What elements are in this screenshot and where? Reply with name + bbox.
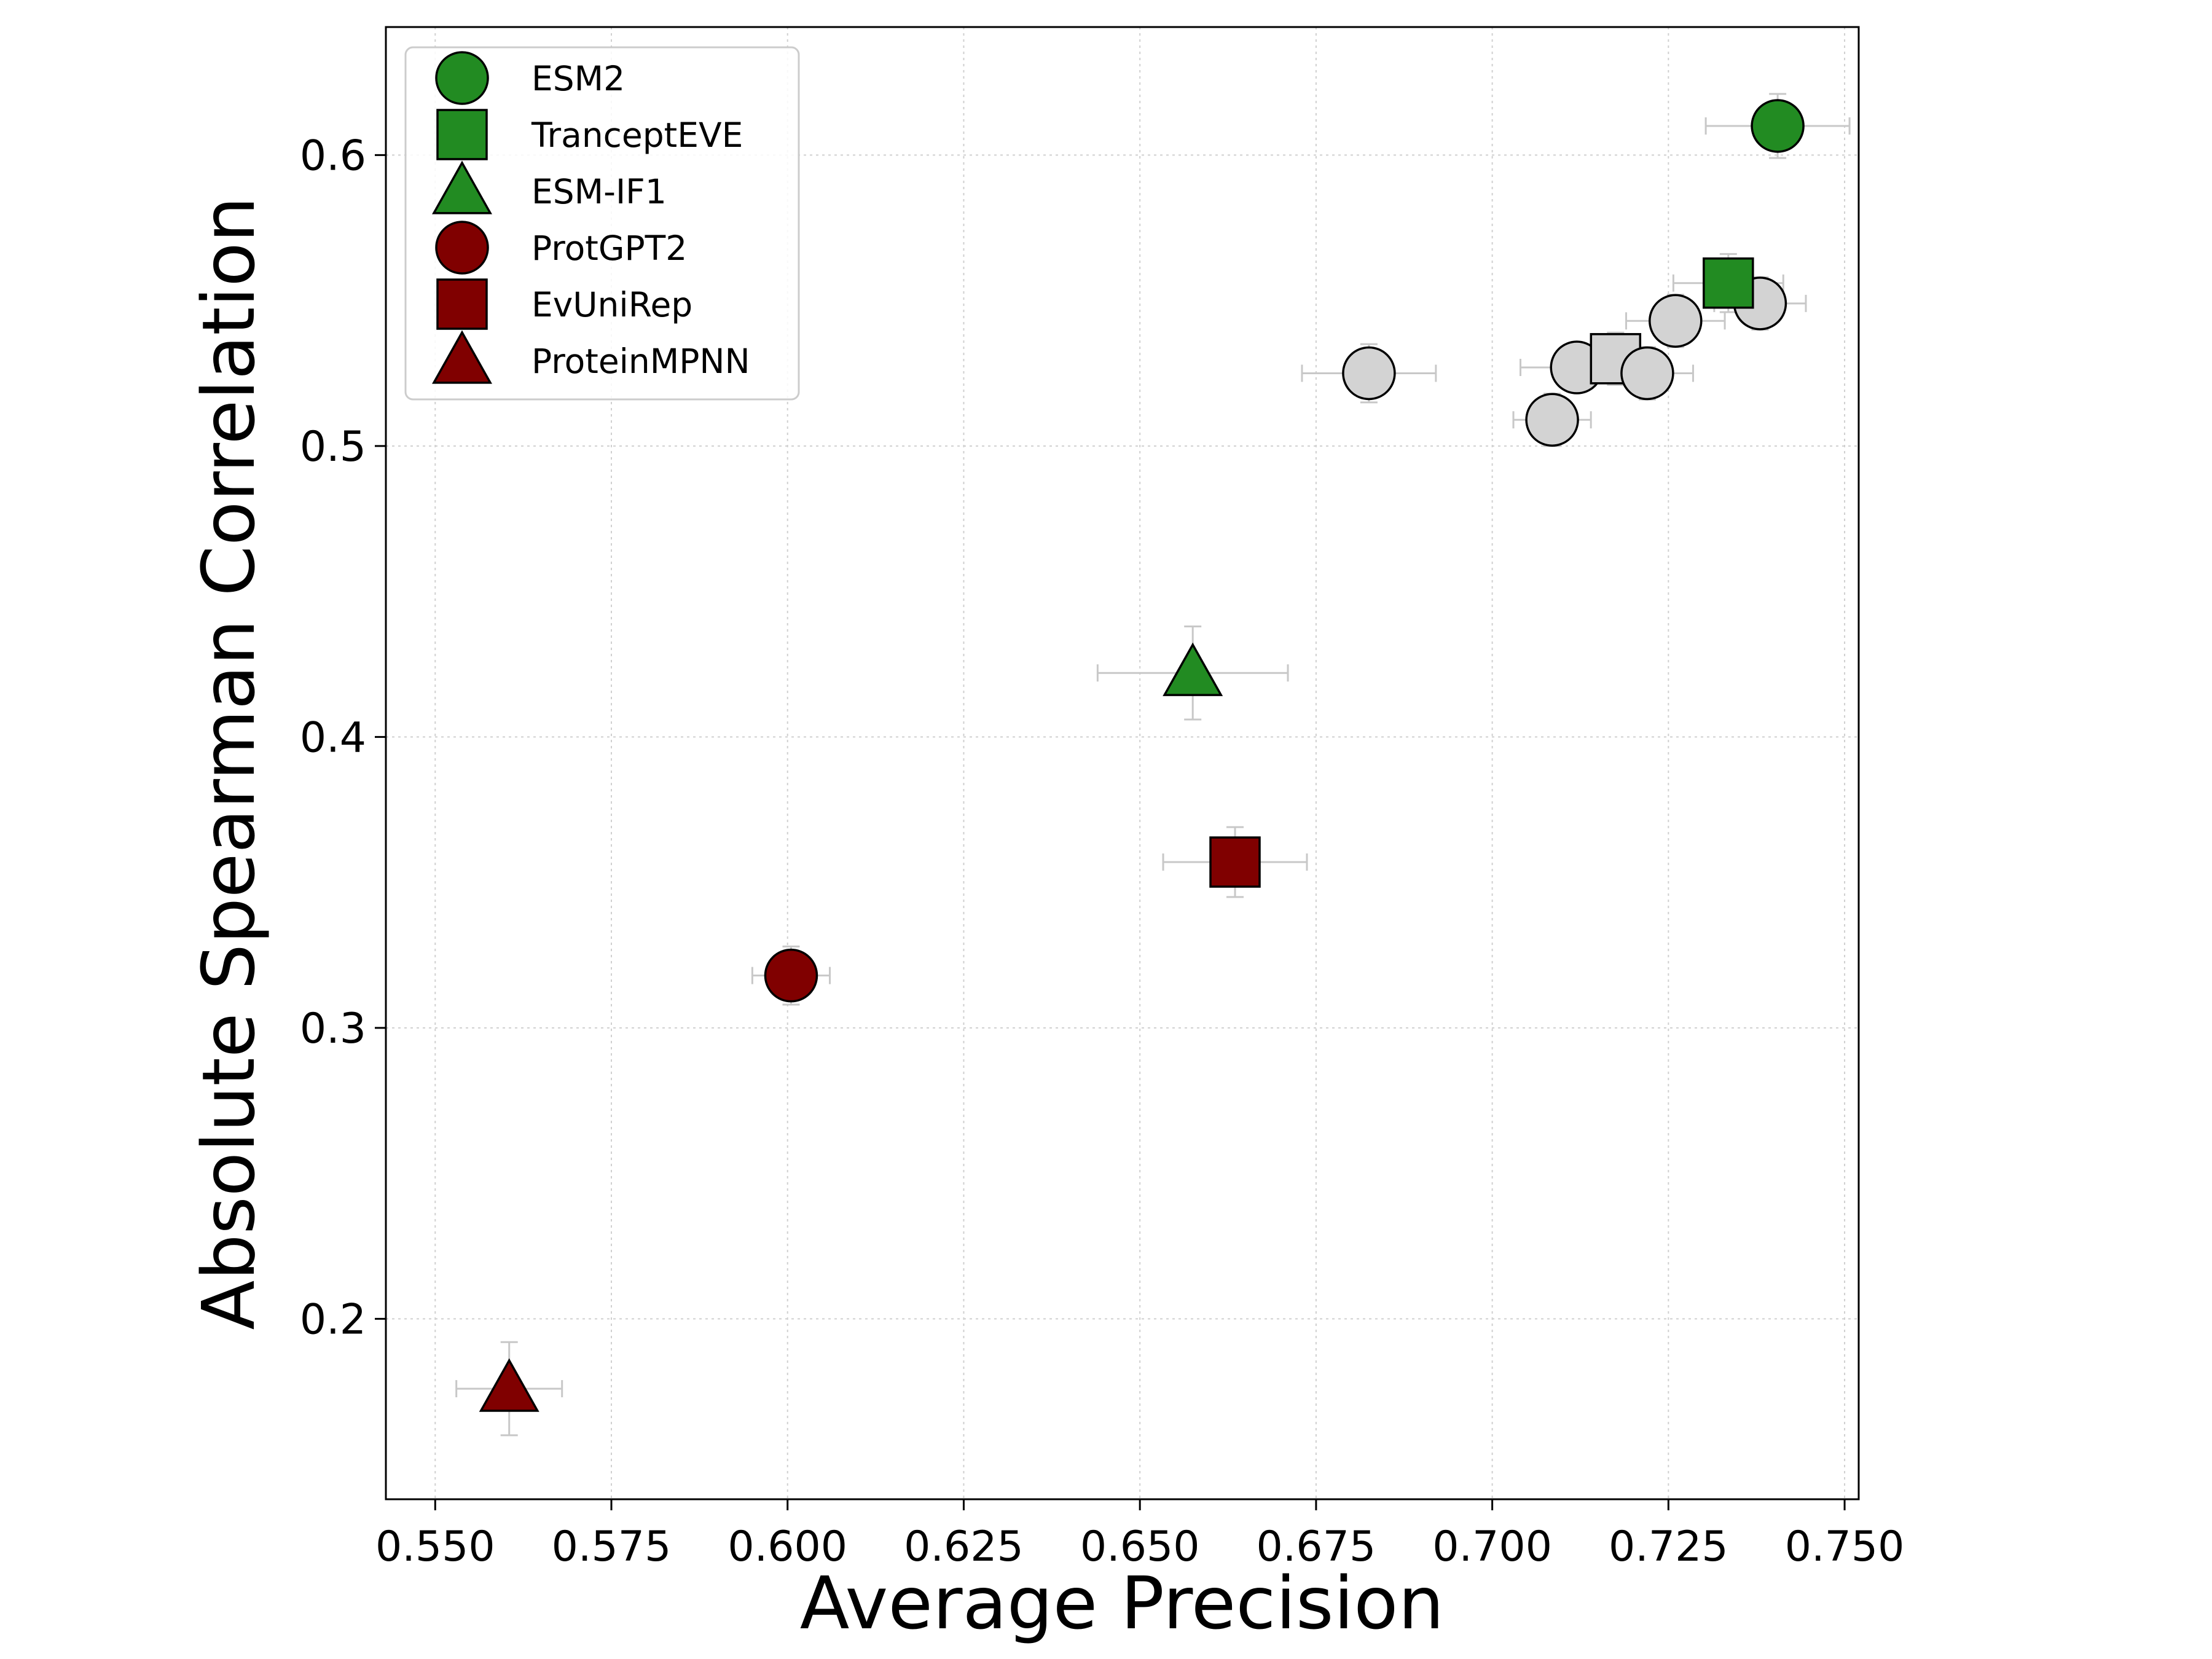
esm2-point (1751, 99, 1805, 153)
gray-circle-point (1342, 346, 1396, 401)
legend-frame (404, 46, 800, 401)
legend-label: EvUniRep (531, 285, 692, 324)
legend-label: ESM2 (531, 59, 625, 98)
x-tick-label: 0.600 (728, 1523, 847, 1571)
x-tick-label: 0.550 (375, 1523, 495, 1571)
legend-item-proteinmpnn: ProteinMPNN (432, 330, 750, 384)
x-tick-label: 0.700 (1432, 1523, 1552, 1571)
trancepteve-legend-square-icon (436, 109, 488, 160)
legend-item-esm2: ESM2 (435, 51, 625, 105)
legend: ESM2 TranceptEVE ESM-IF1 ProtGPT2 EvUniRep Pr… (404, 46, 800, 401)
gray-circle-point (1649, 294, 1703, 348)
axis-ticks: 0.550 0.575 0.600 0.625 0.650 0.675 0.700 0.725… (300, 131, 1905, 1571)
protgpt2-legend-circle-icon (435, 221, 489, 275)
plot-area-frame (385, 26, 1860, 1500)
legend-item-trancepteve: TranceptEVE (436, 109, 743, 160)
y-tick-label: 0.6 (300, 131, 366, 180)
data-points (479, 99, 1805, 1412)
x-tick-label: 0.675 (1257, 1523, 1376, 1571)
y-tick-label: 0.2 (300, 1295, 366, 1344)
x-tick-label: 0.625 (904, 1523, 1024, 1571)
x-tick-label: 0.650 (1080, 1523, 1200, 1571)
protgpt2-point (764, 948, 818, 1003)
esm-if1-point (1163, 642, 1223, 696)
legend-label: ESM-IF1 (531, 172, 667, 211)
esm-if1-legend-triangle-icon (432, 160, 492, 214)
y-tick-label: 0.4 (300, 713, 366, 762)
x-axis-label: Average Precision (800, 1561, 1445, 1645)
esm2-legend-circle-icon (435, 51, 489, 105)
gray-circle-point (1620, 346, 1674, 401)
evunirep-legend-square-icon (436, 278, 488, 330)
legend-label: ProteinMPNN (531, 342, 750, 381)
trancepteve-point (1703, 257, 1754, 309)
x-tick-label: 0.750 (1785, 1523, 1905, 1571)
y-tick-label: 0.5 (300, 423, 366, 471)
gray-circle-point (1525, 393, 1579, 447)
proteinmpnn-point (479, 1358, 539, 1412)
proteinmpnn-legend-triangle-icon (432, 330, 492, 384)
legend-label: ProtGPT2 (531, 229, 687, 268)
legend-item-protgpt2: ProtGPT2 (435, 221, 687, 275)
x-tick-label: 0.575 (552, 1523, 672, 1571)
legend-label: TranceptEVE (531, 116, 743, 155)
legend-item-evunirep: EvUniRep (436, 278, 692, 330)
legend-item-esm-if1: ESM-IF1 (432, 160, 667, 214)
x-tick-label: 0.725 (1609, 1523, 1728, 1571)
y-tick-label: 0.3 (300, 1005, 366, 1053)
y-axis-label: Absolute Spearman Correlation (186, 197, 271, 1330)
evunirep-point (1209, 836, 1261, 888)
